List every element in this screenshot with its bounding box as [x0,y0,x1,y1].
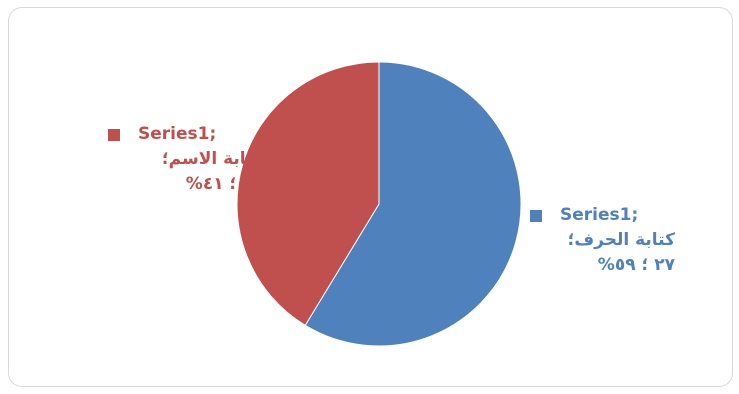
legend-marker-red [108,128,120,141]
data-label-series: Series1; [138,124,217,144]
data-label-category: كتابة الاسم؛ [161,149,263,169]
data-label-name-writing: Series1; كتابة الاسم؛ ١٩ ؛ ٤١% [108,122,263,197]
pie-slice-letter-writing [304,61,522,347]
data-label-value: ٢٧ ؛ ٥٩% [597,255,675,275]
pie-slice-name-writing [236,61,380,327]
data-label-category: كتابة الحرف؛ [567,230,675,250]
data-label-value: ١٩ ؛ ٤١% [185,174,263,194]
pie-slices [236,61,522,347]
data-label-series: Series1; [560,205,639,225]
legend-marker-blue [530,209,542,222]
data-label-letter-writing: Series1; كتابة الحرف؛ ٢٧ ؛ ٥٩% [530,203,675,278]
